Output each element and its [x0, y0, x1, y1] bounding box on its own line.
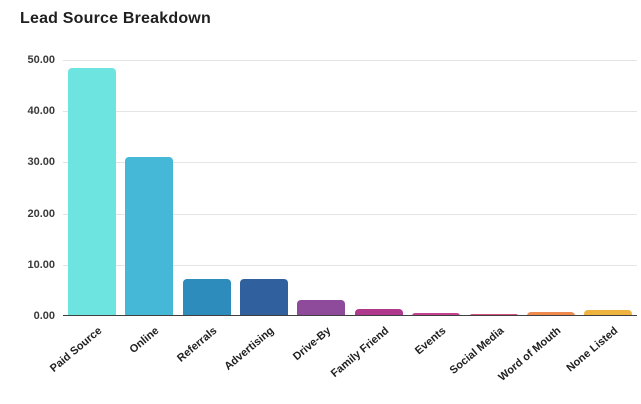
bar-advertising[interactable] [240, 279, 288, 316]
bar-paid-source[interactable] [68, 68, 116, 316]
bar-online[interactable] [125, 157, 173, 316]
plot-area [63, 60, 637, 316]
bar-none-listed[interactable] [584, 310, 632, 316]
x-axis-line [63, 315, 637, 316]
gridline-10 [63, 264, 637, 266]
y-tick-label-20: 20.00 [27, 207, 55, 220]
y-tick-label-30: 30.00 [27, 156, 55, 169]
bar-events[interactable] [412, 313, 460, 316]
bar-referrals[interactable] [183, 279, 231, 316]
gridline-40 [63, 111, 637, 113]
gridline-20 [63, 213, 637, 215]
bar-drive-by[interactable] [297, 300, 345, 316]
y-tick-label-40: 40.00 [27, 105, 55, 118]
gridline-30 [63, 162, 637, 164]
y-tick-label-10: 10.00 [27, 258, 55, 271]
y-tick-label-50: 50.00 [27, 54, 55, 66]
bar-family-friend[interactable] [355, 309, 403, 316]
chart-title: Lead Source Breakdown [20, 10, 211, 27]
x-tick-label-none-listed: None Listed [564, 324, 621, 375]
y-tick-label-0: 0.00 [33, 310, 55, 322]
gridline-50 [63, 60, 637, 61]
bar-word-of-mouth[interactable] [527, 312, 575, 316]
